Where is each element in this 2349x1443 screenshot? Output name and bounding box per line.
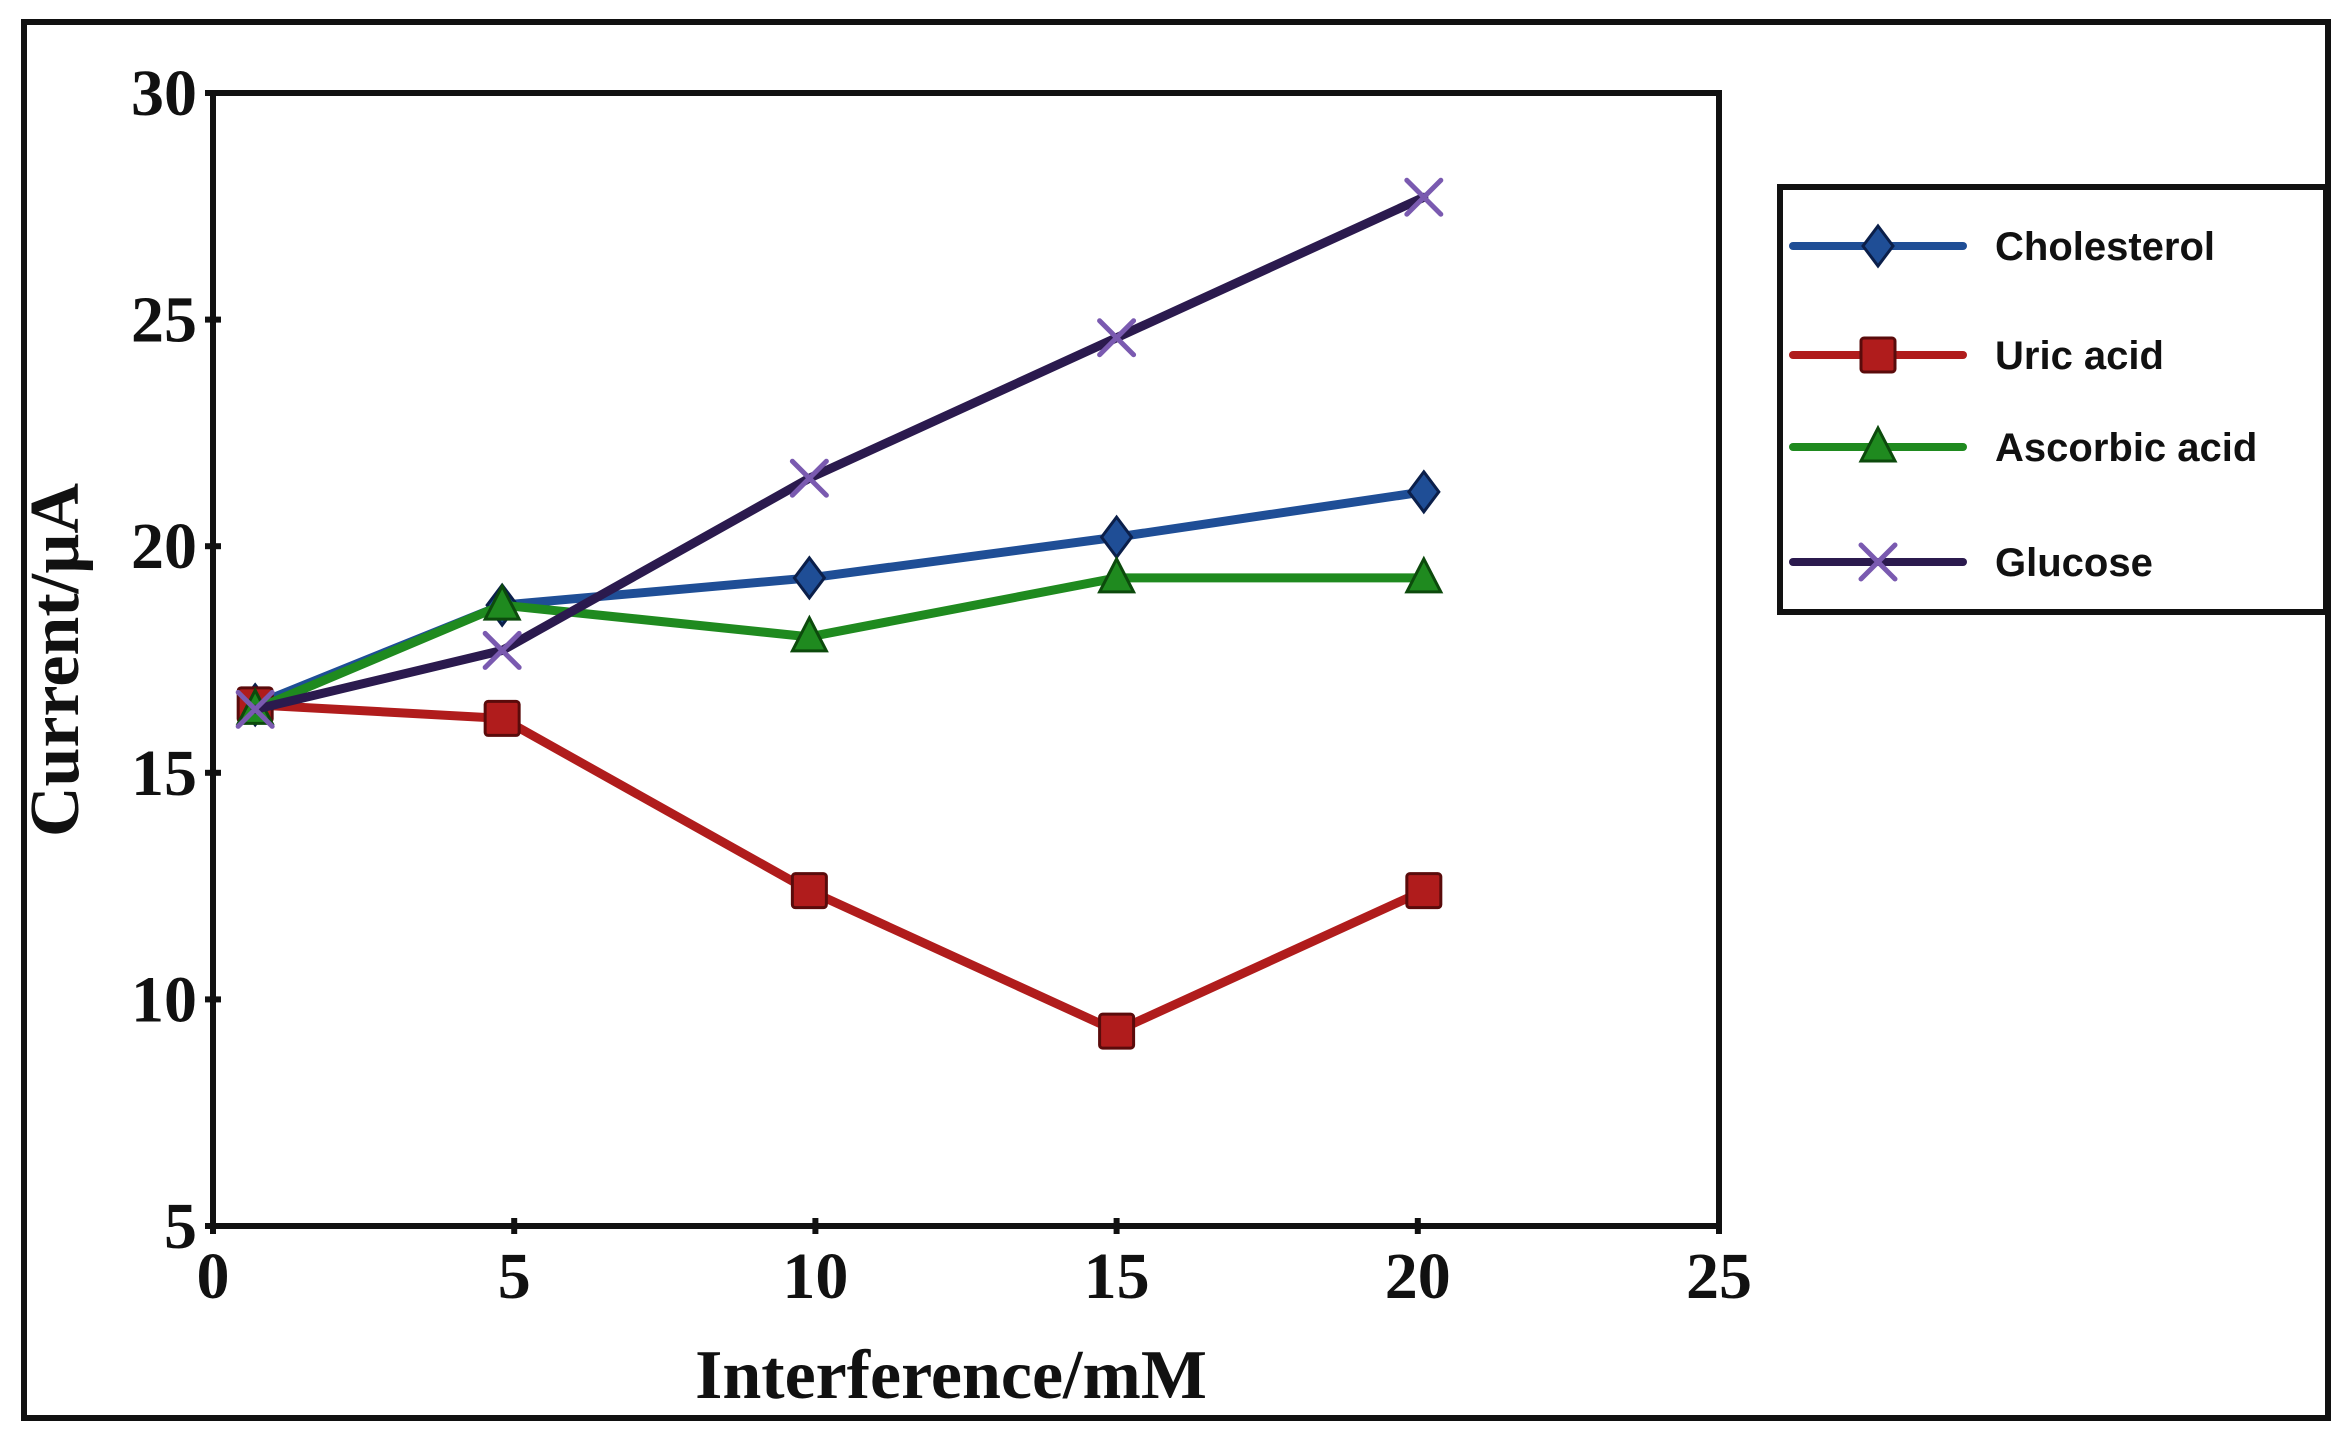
x-tick-label: 10 — [782, 1240, 848, 1313]
data-point — [1404, 555, 1444, 594]
data-point — [1404, 177, 1444, 217]
y-tick-label: 20 — [131, 510, 197, 583]
y-tick-label: 10 — [131, 963, 197, 1036]
legend-item: Uric acid — [1789, 334, 2164, 378]
y-tick-label: 15 — [131, 737, 197, 810]
x-tick-label: 0 — [197, 1240, 230, 1313]
x-axis-title: Interference/mM — [695, 1337, 1207, 1414]
data-point — [235, 689, 275, 729]
series-ascorbic-acid — [235, 555, 1444, 725]
legend-label: Uric acid — [1995, 334, 2164, 378]
y-tick-label: 30 — [131, 57, 197, 130]
y-tick-label: 5 — [164, 1190, 197, 1263]
data-point — [1405, 872, 1443, 910]
legend-marker — [1858, 542, 1898, 582]
series-layer — [235, 177, 1444, 1050]
data-point — [483, 699, 521, 737]
data-point — [1406, 469, 1441, 515]
data-point — [790, 872, 828, 910]
legend-item: Cholesterol — [1789, 223, 2215, 269]
x-tick-label: 20 — [1385, 1240, 1451, 1313]
data-point — [1097, 555, 1137, 594]
legend-label: Glucose — [1995, 541, 2153, 585]
y-axis: 5 10 15 20 25 30 — [131, 57, 221, 1263]
data-point — [789, 614, 829, 653]
data-point — [1097, 318, 1137, 358]
data-point — [482, 630, 522, 670]
legend-marker — [1859, 336, 1897, 374]
x-axis: 0 5 10 15 20 25 — [197, 1218, 1752, 1313]
data-point — [789, 458, 829, 498]
y-axis-title: Current/µA — [17, 483, 94, 837]
data-point — [792, 555, 827, 601]
series-glucose — [235, 177, 1444, 729]
x-tick-label: 5 — [498, 1240, 531, 1313]
plot-area — [210, 90, 1722, 1229]
x-tick-label: 25 — [1686, 1240, 1752, 1313]
legend-label: Ascorbic acid — [1995, 426, 2257, 470]
legend-label: Cholesterol — [1995, 225, 2215, 269]
legend-item: Ascorbic acid — [1789, 424, 2257, 470]
x-tick-label: 15 — [1084, 1240, 1150, 1313]
legend-item: Glucose — [1789, 541, 2153, 585]
legend-marker — [1861, 223, 1895, 269]
legend-marker — [1858, 424, 1898, 463]
legend: Cholesterol Uric acid Ascorbic acid Glucose — [1777, 184, 2329, 615]
y-tick-label: 25 — [131, 284, 197, 357]
data-point — [1098, 1012, 1136, 1050]
data-point — [482, 582, 522, 621]
